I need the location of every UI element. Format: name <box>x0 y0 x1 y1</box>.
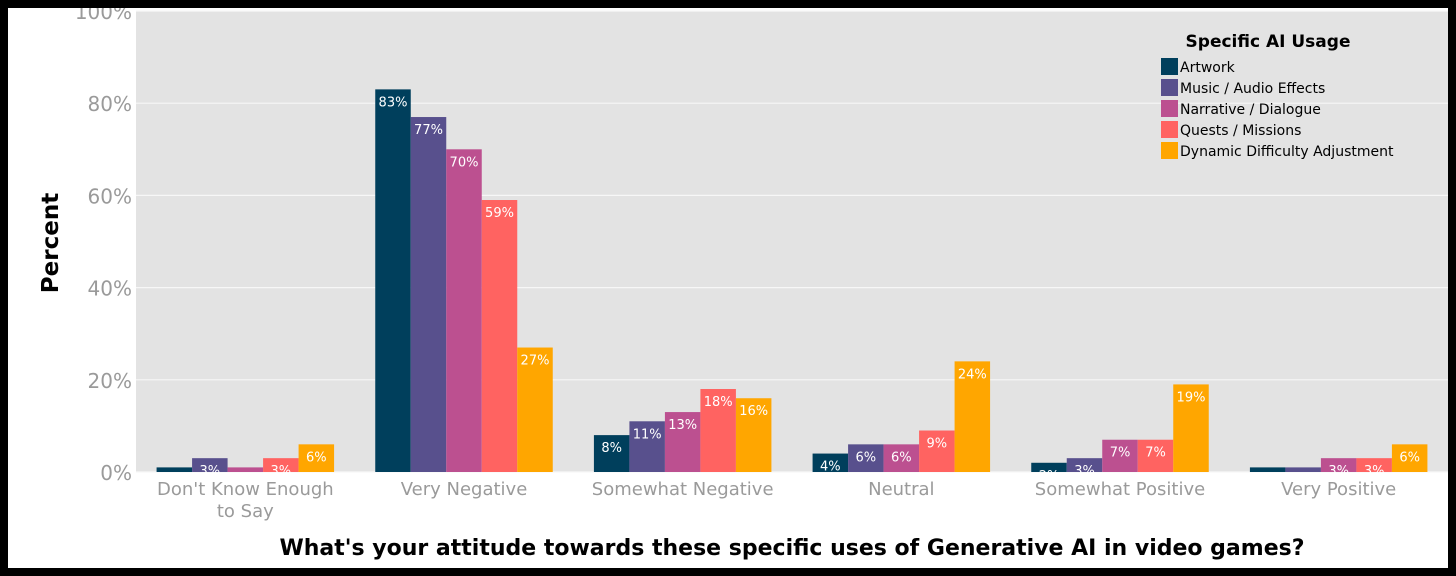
bar-value-label: 70% <box>450 155 479 170</box>
y-tick-label: 100% <box>75 8 132 24</box>
x-tick-label: Very Positive <box>1281 479 1396 500</box>
y-tick-label: 0% <box>100 461 132 485</box>
bar <box>481 200 518 472</box>
bar-value-label: 13% <box>668 418 697 433</box>
bar-value-label: 7% <box>1110 446 1131 461</box>
bar-chart: 0% 20% 40% 60% 80% 100% 1% 3% 1% 3% 6% Don't Know E… <box>38 8 1448 561</box>
legend-swatch <box>1161 58 1178 75</box>
bar-value-label: 3% <box>1074 464 1095 479</box>
bar <box>517 347 553 472</box>
y-axis-title: Percent <box>38 193 64 293</box>
bar <box>1249 467 1286 472</box>
bar <box>1066 458 1103 472</box>
bar <box>1173 384 1209 472</box>
legend-swatch <box>1161 100 1178 117</box>
bar-value-label: 6% <box>856 450 877 465</box>
bar-value-label: 8% <box>601 441 622 456</box>
bar-value-label: 9% <box>927 437 948 452</box>
bar-value-label: 18% <box>704 395 733 410</box>
bar-value-label: 3% <box>1328 464 1349 479</box>
bar <box>629 421 665 472</box>
bar <box>735 398 772 472</box>
x-tick-label: Neutral <box>868 479 934 500</box>
bar <box>156 467 193 472</box>
bar-value-label: 1% <box>1293 473 1314 488</box>
legend-label: Music / Audio Effects <box>1180 81 1325 97</box>
bar <box>593 435 630 472</box>
bar <box>227 467 264 472</box>
bar-value-label: 3% <box>271 464 292 479</box>
legend-title: Specific AI Usage <box>1186 32 1351 52</box>
bar-value-label: 3% <box>200 464 221 479</box>
bar-value-label: 7% <box>1145 446 1166 461</box>
chart-frame: 0% 20% 40% 60% 80% 100% 1% 3% 1% 3% 6% Don't Know E… <box>8 8 1448 568</box>
bar-value-label: 1% <box>235 473 256 488</box>
bar-value-label: 6% <box>1399 450 1420 465</box>
bar <box>883 444 920 472</box>
bar <box>1102 439 1138 472</box>
legend-label: Quests / Missions <box>1180 123 1301 139</box>
bar <box>1320 458 1357 472</box>
x-tick-label: Somewhat Positive <box>1035 479 1205 500</box>
bar <box>664 412 701 472</box>
bar-value-label: 77% <box>414 123 443 138</box>
bar-value-label: 1% <box>164 473 185 488</box>
legend-label: Narrative / Dialogue <box>1180 102 1321 118</box>
bar <box>446 149 482 473</box>
legend-swatch <box>1161 121 1178 138</box>
bar-value-label: 6% <box>306 450 327 465</box>
bar <box>1391 444 1428 472</box>
bar-value-label: 3% <box>1364 464 1385 479</box>
legend-label: Dynamic Difficulty Adjustment <box>1180 144 1394 160</box>
bar <box>848 444 884 472</box>
bar-value-label: 11% <box>633 427 662 442</box>
bar <box>919 430 955 472</box>
x-tick-label: Don't Know Enough <box>157 479 334 500</box>
x-tick-label: to Say <box>217 501 274 522</box>
bar-value-label: 16% <box>739 404 768 419</box>
bar-value-label: 6% <box>891 450 912 465</box>
bar-value-label: 24% <box>958 367 987 382</box>
bar-value-label: 2% <box>1039 469 1060 484</box>
y-tick-label: 80% <box>88 92 132 116</box>
x-tick-label: Very Negative <box>401 479 528 500</box>
bar-value-label: 1% <box>1257 473 1278 488</box>
bar-value-label: 59% <box>485 206 514 221</box>
bar <box>1031 462 1067 472</box>
legend-swatch <box>1161 142 1178 159</box>
y-tick-label: 40% <box>88 277 132 301</box>
bar <box>1137 439 1174 472</box>
bar <box>1356 458 1392 472</box>
y-tick-label: 60% <box>88 184 132 208</box>
legend-label: Artwork <box>1180 60 1236 76</box>
legend-swatch <box>1161 79 1178 96</box>
bar-value-label: 83% <box>379 95 408 110</box>
bar <box>192 458 228 472</box>
bar <box>410 117 447 472</box>
x-tick-label: Somewhat Negative <box>592 479 774 500</box>
bar <box>954 361 991 472</box>
y-tick-label: 20% <box>88 369 132 393</box>
bar <box>700 389 736 472</box>
bar-value-label: 27% <box>521 354 550 369</box>
bar <box>1285 467 1321 472</box>
bar <box>298 444 335 472</box>
bar-value-label: 19% <box>1177 390 1206 405</box>
bar <box>263 458 299 472</box>
bar <box>375 89 411 473</box>
bar-value-label: 4% <box>820 460 841 475</box>
plot-panel <box>136 11 1448 472</box>
x-axis-title: What's your attitude towards these speci… <box>280 536 1305 561</box>
bar <box>812 453 849 472</box>
